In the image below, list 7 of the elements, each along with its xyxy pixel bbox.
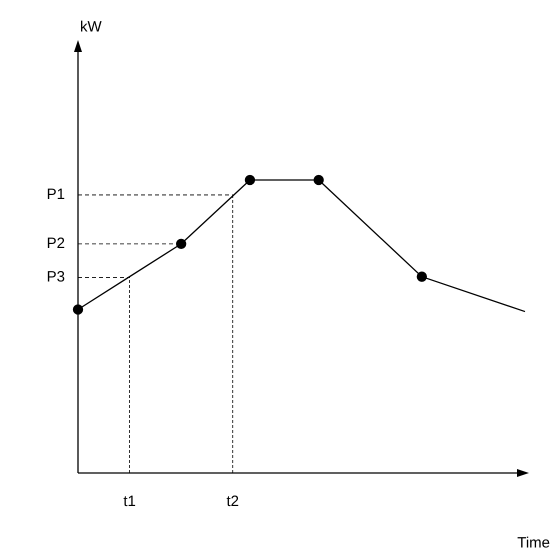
x-axis-title: Time [517, 534, 550, 552]
ref-line-label: P2 [46, 235, 65, 252]
ref-line-label: P1 [46, 186, 65, 204]
text: kW [80, 18, 102, 36]
x-tick-label: t1 [123, 493, 136, 510]
x-tick-label: t2 [226, 493, 239, 510]
ref-line-label: P3 [46, 268, 65, 286]
